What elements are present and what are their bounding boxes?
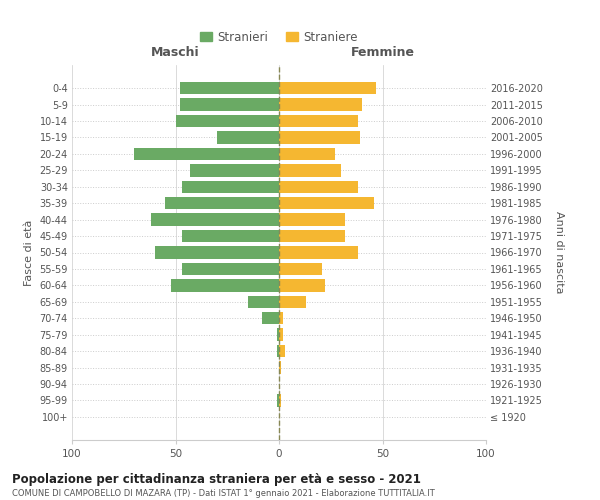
Bar: [279, 279, 325, 291]
Bar: [155, 246, 279, 258]
Bar: [279, 214, 345, 226]
Bar: [262, 312, 279, 324]
Bar: [182, 180, 279, 193]
Bar: [248, 296, 279, 308]
Bar: [279, 345, 285, 357]
Bar: [277, 345, 279, 357]
Y-axis label: Anni di nascita: Anni di nascita: [554, 211, 564, 294]
Bar: [279, 328, 283, 341]
Bar: [134, 148, 279, 160]
Bar: [277, 394, 279, 406]
Bar: [179, 82, 279, 94]
Bar: [182, 263, 279, 275]
Y-axis label: Fasce di età: Fasce di età: [24, 220, 34, 286]
Bar: [217, 132, 279, 143]
Bar: [279, 263, 322, 275]
Bar: [279, 246, 358, 258]
Bar: [279, 98, 362, 111]
Text: Femmine: Femmine: [350, 46, 415, 60]
Bar: [279, 132, 360, 143]
Bar: [279, 197, 374, 209]
Text: COMUNE DI CAMPOBELLO DI MAZARA (TP) - Dati ISTAT 1° gennaio 2021 - Elaborazione : COMUNE DI CAMPOBELLO DI MAZARA (TP) - Da…: [12, 489, 435, 498]
Bar: [279, 394, 281, 406]
Bar: [279, 82, 376, 94]
Text: Popolazione per cittadinanza straniera per età e sesso - 2021: Popolazione per cittadinanza straniera p…: [12, 472, 421, 486]
Bar: [279, 230, 345, 242]
Text: Maschi: Maschi: [151, 46, 200, 60]
Bar: [165, 197, 279, 209]
Bar: [172, 279, 279, 291]
Legend: Stranieri, Straniere: Stranieri, Straniere: [195, 26, 363, 48]
Bar: [279, 180, 358, 193]
Bar: [279, 148, 335, 160]
Bar: [279, 362, 281, 374]
Bar: [190, 164, 279, 176]
Bar: [176, 115, 279, 127]
Bar: [182, 230, 279, 242]
Bar: [151, 214, 279, 226]
Bar: [277, 328, 279, 341]
Bar: [279, 312, 283, 324]
Bar: [279, 164, 341, 176]
Bar: [179, 98, 279, 111]
Bar: [279, 115, 358, 127]
Bar: [279, 296, 306, 308]
